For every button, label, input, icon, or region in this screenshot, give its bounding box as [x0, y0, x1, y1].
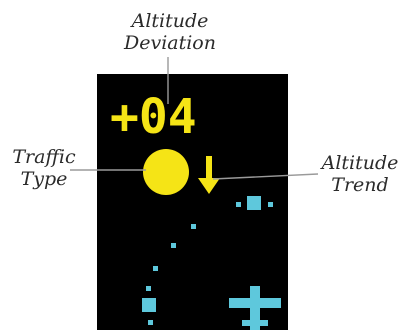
callout-traffic-type-line2: Type: [20, 168, 68, 190]
leader-lines: [70, 57, 319, 180]
cyan-traffic-markers: [142, 196, 273, 325]
callout-altitude-trend-line1: Altitude: [321, 152, 399, 174]
callout-altitude-trend: Altitude Trend: [318, 152, 402, 196]
traffic-advisory-icon: [143, 149, 189, 195]
leader-altitude-trend: [212, 173, 319, 180]
own-aircraft-icon: [229, 286, 281, 330]
callout-altitude-trend-line2: Trend: [331, 174, 389, 196]
callout-altitude-deviation-line2: Deviation: [123, 32, 216, 54]
callout-altitude-deviation: Altitude Deviation: [110, 10, 230, 54]
callout-traffic-type: Traffic Type: [4, 146, 84, 190]
altitude-deviation-readout: +04: [110, 89, 197, 145]
down-arrow-icon: [198, 156, 220, 194]
callout-traffic-type-line1: Traffic: [12, 146, 76, 168]
callout-altitude-deviation-line1: Altitude: [131, 10, 209, 32]
